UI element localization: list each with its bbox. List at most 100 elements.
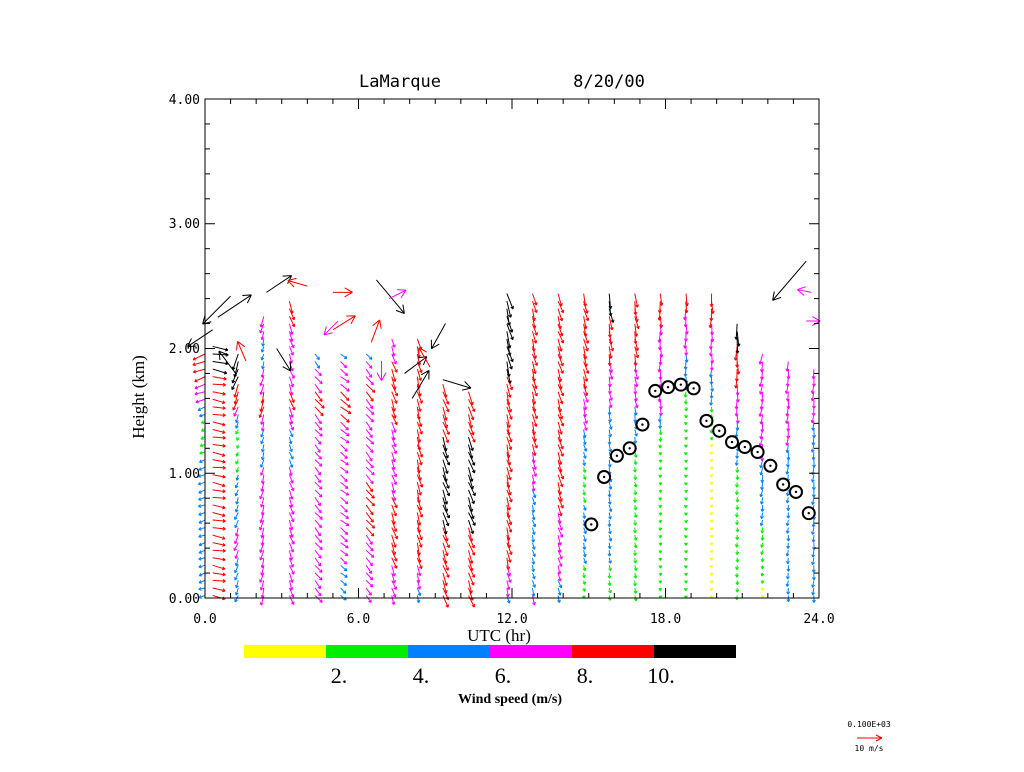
wind-vector	[607, 542, 612, 550]
wind-vector	[583, 301, 589, 314]
wind-vector	[531, 421, 536, 435]
wind-vector	[468, 527, 474, 542]
wind-vector	[683, 399, 688, 405]
wind-vector	[314, 595, 323, 603]
wind-vector	[531, 346, 537, 359]
wind-vector	[506, 444, 511, 459]
wind-vector	[608, 565, 612, 572]
wind-vector	[340, 572, 348, 578]
wind-vector	[633, 406, 638, 416]
wind-vector	[234, 534, 239, 545]
wind-vector	[416, 444, 424, 458]
wind-vector	[506, 406, 513, 420]
wind-vector	[391, 519, 398, 532]
wind-vector	[557, 308, 564, 322]
wind-vector	[234, 512, 239, 521]
wind-vector	[735, 467, 740, 473]
wind-vector	[785, 489, 790, 497]
wind-vector	[633, 459, 638, 465]
wind-vector	[288, 482, 295, 492]
wind-vector	[260, 474, 265, 484]
wind-vector	[314, 542, 323, 551]
wind-vector	[658, 444, 663, 449]
wind-vector	[760, 474, 765, 483]
wind-vector	[532, 467, 537, 477]
wind-vector	[506, 512, 513, 526]
mixing-height-point	[801, 506, 816, 521]
wind-vector	[557, 353, 564, 367]
wind-vector	[557, 459, 563, 473]
wind-vector	[759, 361, 764, 373]
wind-vector	[340, 398, 351, 408]
wind-vector	[416, 565, 422, 577]
wind-vector	[314, 534, 323, 544]
wind-vector	[658, 452, 663, 456]
wind-profile-9	[416, 338, 424, 604]
wind-vector	[532, 323, 538, 336]
wind-vector	[340, 512, 349, 519]
wind-vector	[468, 489, 475, 505]
wind-vector	[684, 406, 689, 412]
wind-vector	[391, 527, 399, 540]
wind-vector	[633, 489, 638, 496]
wind-vector	[197, 406, 206, 412]
wind-vector	[760, 580, 765, 584]
wind-vector	[391, 406, 397, 419]
wind-vector	[235, 421, 239, 429]
wind-vector	[416, 572, 421, 584]
wind-vector	[582, 482, 587, 488]
wind-vector	[212, 368, 228, 375]
wind-vector	[709, 587, 714, 592]
wind-vector	[260, 535, 265, 546]
wind-vector	[506, 429, 513, 443]
wind-vector	[532, 436, 538, 449]
wind-vector	[365, 595, 372, 604]
wind-vector	[633, 572, 638, 579]
wind-vector	[340, 361, 348, 369]
mixing-height-point	[750, 445, 765, 460]
wind-vector	[735, 587, 740, 593]
wind-vector	[506, 353, 513, 370]
wind-vector	[812, 399, 816, 409]
wind-vector	[416, 489, 421, 504]
mixing-height-point	[788, 484, 803, 499]
mixing-height-point	[648, 383, 663, 398]
wind-vector	[416, 587, 422, 597]
wind-vector	[735, 497, 740, 503]
wind-vector	[391, 466, 397, 478]
wind-vector	[785, 550, 790, 557]
mixing-height-point	[763, 458, 778, 473]
wind-vector	[811, 452, 816, 461]
wind-vector	[709, 361, 714, 371]
wind-vector	[760, 482, 764, 491]
wind-vector	[288, 429, 294, 438]
wind-vector	[260, 414, 265, 425]
wind-vector	[583, 376, 588, 390]
wind-vector	[812, 429, 817, 439]
wind-vector	[340, 587, 347, 594]
wind-vector	[658, 459, 663, 463]
wind-vector	[234, 565, 239, 574]
wind-vector	[235, 451, 240, 457]
wind-vector	[658, 504, 663, 509]
wind-vector	[365, 429, 373, 439]
wind-vector	[261, 361, 265, 370]
wind-vector	[198, 579, 206, 584]
wind-vector	[234, 595, 239, 603]
wind-vector	[684, 497, 688, 501]
mixing-height-point	[737, 440, 752, 455]
wind-vector	[212, 421, 226, 427]
wind-vector	[416, 406, 421, 420]
wind-vector	[759, 414, 764, 425]
wind-vector	[192, 368, 206, 374]
wind-vector	[365, 383, 376, 393]
wind-vector	[442, 497, 449, 512]
wind-vector	[760, 572, 765, 577]
wind-vector	[608, 293, 613, 310]
wind-vector	[633, 384, 638, 395]
wind-vector	[583, 361, 590, 374]
wind-vector	[811, 497, 815, 505]
wind-vector	[785, 497, 790, 504]
wind-vector	[391, 512, 396, 525]
